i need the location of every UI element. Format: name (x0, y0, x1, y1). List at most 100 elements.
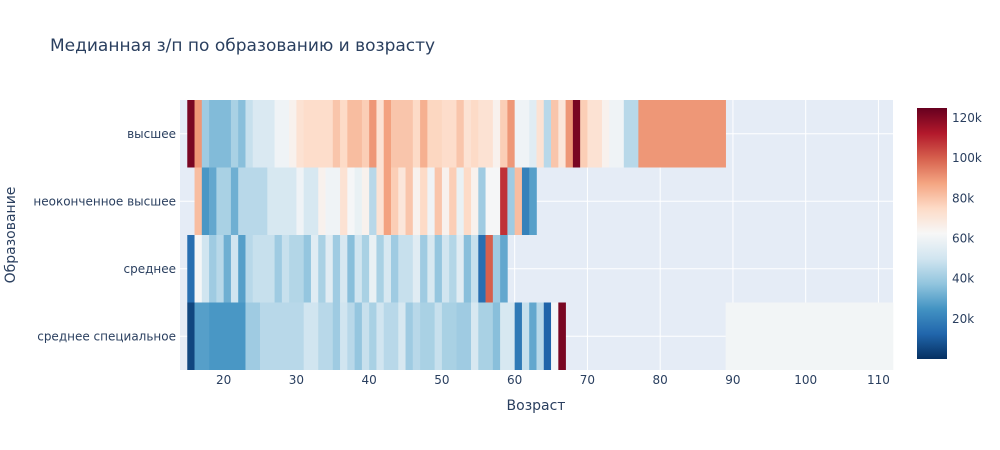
heatmap-cell (471, 302, 479, 370)
heatmap-cell (194, 167, 203, 235)
heatmap-cell (332, 100, 341, 168)
heatmap-cell (420, 167, 428, 235)
heatmap-cell (507, 167, 515, 235)
heatmap-cells (187, 100, 894, 370)
heatmap-cell (529, 100, 537, 168)
heatmap-cell (361, 100, 370, 168)
heatmap-cell (274, 235, 283, 303)
heatmap-cell (245, 302, 261, 370)
heatmap-cell (209, 167, 217, 235)
heatmap-cell (201, 167, 210, 235)
heatmap-cell (383, 302, 399, 370)
heatmap-cell (216, 167, 232, 235)
heatmap-cell (500, 235, 508, 303)
heatmap-cell (500, 167, 508, 235)
colorbar-tick-label: 100k (952, 151, 982, 165)
heatmap-cell (260, 302, 304, 370)
heatmap-cell (456, 100, 465, 168)
heatmap-cell (551, 302, 559, 370)
heatmap-cell (420, 235, 428, 303)
heatmap-cell (500, 100, 508, 168)
colorbar-tick-label: 60k (952, 232, 974, 246)
y-tick-label: среднее (123, 262, 176, 276)
heatmap-cell (441, 235, 450, 303)
heatmap-cell (187, 235, 195, 303)
heatmap-cell (398, 235, 414, 303)
heatmap-cell (245, 235, 254, 303)
x-tick-label: 90 (725, 373, 740, 387)
heatmap-cell (485, 235, 494, 303)
heatmap-cell (514, 167, 523, 235)
heatmap-cell (390, 100, 414, 168)
heatmap-cell (412, 235, 421, 303)
heatmap-cell (427, 100, 443, 168)
heatmap-cell (572, 100, 581, 168)
heatmap-cell (521, 302, 530, 370)
heatmap-cell (361, 302, 370, 370)
heatmap-cell (303, 167, 319, 235)
heatmap-cell (209, 302, 246, 370)
heatmap-cell (303, 235, 312, 303)
heatmap-cell (303, 100, 334, 168)
heatmap-cell (383, 167, 392, 235)
heatmap-cell (514, 100, 530, 168)
heatmap-cell (252, 235, 275, 303)
heatmap-cell (347, 167, 355, 235)
heatmap-cell (420, 302, 435, 370)
heatmap-cell (201, 235, 210, 303)
heatmap-cell (296, 167, 304, 235)
y-tick-label: высшее (127, 127, 176, 141)
heatmap-cell (478, 167, 486, 235)
heatmap-cell (194, 302, 210, 370)
heatmap-cell (587, 100, 603, 168)
x-tick-label: 70 (580, 373, 595, 387)
heatmap-cell (492, 302, 501, 370)
colorbar-tick-label: 120k (952, 111, 982, 125)
heatmap-cell (536, 100, 545, 168)
x-tick-label: 60 (507, 373, 522, 387)
heatmap-cell (332, 235, 341, 303)
heatmap-cell (238, 100, 246, 168)
heatmap-cell (209, 235, 217, 303)
heatmap-cell (289, 235, 304, 303)
heatmap-cell (543, 100, 552, 168)
heatmap-cell (194, 235, 203, 303)
x-axis-title: Возраст (507, 398, 566, 414)
heatmap-cell (223, 235, 232, 303)
heatmap-cell (216, 235, 224, 303)
heatmap-cell (449, 235, 457, 303)
heatmap-cell (485, 167, 501, 235)
heatmap-cell (230, 235, 239, 303)
heatmap-cell (398, 302, 406, 370)
heatmap-cell (412, 167, 421, 235)
heatmap-cell (463, 235, 472, 303)
heatmap-cell (529, 167, 537, 235)
heatmap-cell (209, 100, 232, 168)
heatmap-cell (427, 167, 435, 235)
heatmap-cell (390, 167, 399, 235)
heatmap-cell (623, 100, 639, 168)
heatmap-cell (310, 235, 319, 303)
heatmap-cell (340, 100, 348, 168)
heatmap-cell (471, 100, 479, 168)
heatmap-cell (463, 100, 472, 168)
x-tick-label: 110 (867, 373, 890, 387)
heatmap-cell (201, 100, 210, 168)
heatmap-cell (340, 235, 348, 303)
heatmap-cell (303, 302, 319, 370)
heatmap-cell (194, 100, 203, 168)
heatmap-cell (347, 100, 363, 168)
heatmap-cell (558, 302, 566, 370)
heatmap-cell (441, 302, 457, 370)
heatmap-cell (354, 167, 363, 235)
heatmap-cell (543, 302, 552, 370)
y-axis-title: Образование (3, 187, 19, 284)
heatmap-cell (609, 100, 625, 168)
heatmap-cell (558, 100, 566, 168)
heatmap-cell (565, 100, 574, 168)
heatmap-cell (340, 302, 348, 370)
heatmap-cell (347, 302, 355, 370)
heatmap-cell (471, 235, 479, 303)
x-tick-label: 40 (362, 373, 377, 387)
